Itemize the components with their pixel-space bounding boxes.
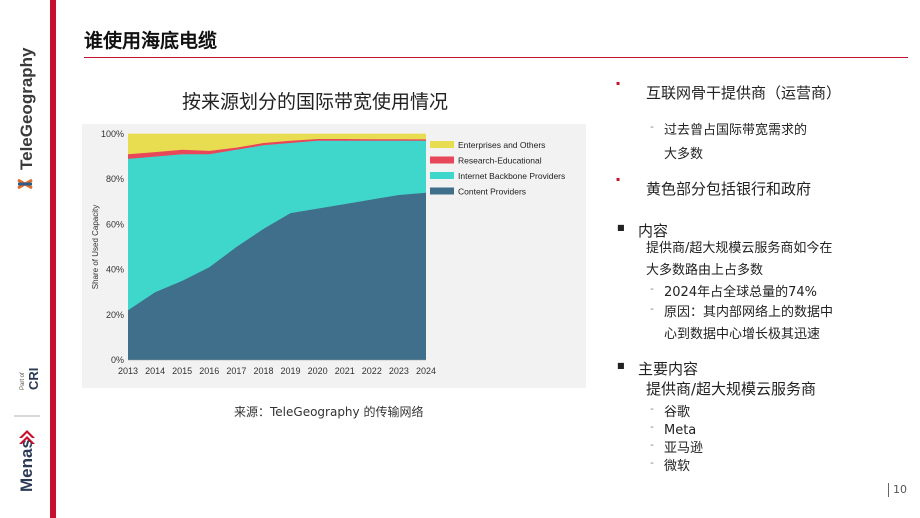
bullet-text: 提供商/超大规模云服务商如今在: [646, 241, 833, 256]
bullet-text: 大多数: [664, 147, 704, 162]
bullet-text: 大多数路由上占多数: [646, 263, 764, 278]
legend-label: Internet Backbone Providers: [458, 171, 565, 181]
bullet-red-marker: ▪: [616, 80, 621, 87]
bullet-text: 心到数据中心增长极其迅速: [664, 327, 821, 342]
bandwidth-area-chart: 0% 20% 40% 60% 80% 100% 2013 2014 2015 2016 2017 20…: [91, 129, 565, 376]
y-axis-label: Share of Used Capacity: [91, 205, 100, 290]
x-tick-label: 2024: [416, 366, 436, 376]
page-number: 10: [888, 483, 907, 497]
y-tick-label: 60%: [106, 219, 124, 229]
bullet-dash-marker: -: [650, 438, 654, 451]
telegeography-logo: TeleGeography: [17, 47, 36, 190]
bullet-text: 提供商/超大规模云服务商: [646, 380, 817, 398]
x-tick-label: 2019: [281, 366, 301, 376]
y-tick-label: 0%: [111, 355, 124, 365]
legend-label: Enterprises and Others: [458, 140, 545, 150]
page-title: 谁使用海底电缆: [84, 30, 218, 52]
x-tick-label: 2018: [253, 366, 273, 376]
bullet-text: 亚马逊: [664, 441, 704, 456]
x-tick-label: 2014: [145, 366, 165, 376]
legend-label: Research-Educational: [458, 156, 542, 166]
x-tick-label: 2016: [199, 366, 219, 376]
bullet-text: 过去曾占国际带宽需求的: [664, 123, 808, 138]
bullet-dash-marker: -: [650, 302, 654, 315]
x-tick-label: 2020: [308, 366, 328, 376]
area-series-2: [128, 139, 426, 159]
x-tick-label: 2023: [389, 366, 409, 376]
x-tick-label: 2017: [226, 366, 246, 376]
bullet-text: 黄色部分包括银行和政府: [646, 180, 812, 198]
bullet-text: 互联网骨干提供商（运营商）: [646, 84, 842, 102]
menas-logo-text: Menas: [17, 439, 36, 492]
bullet-dash-marker: -: [650, 402, 654, 415]
bullet-dash-marker: -: [650, 456, 654, 469]
x-tick-label: 2015: [172, 366, 192, 376]
bullet-square-marker: ■: [617, 223, 625, 232]
area-series-0: [128, 192, 426, 360]
bullet-text: 2024年占全球总量的74%: [664, 285, 817, 300]
legend-label: Content Providers: [458, 187, 526, 197]
x-tick-label: 2021: [335, 366, 355, 376]
x-tick-label: 2022: [362, 366, 382, 376]
bullet-text: 微软: [664, 459, 691, 474]
title-divider: [84, 57, 908, 58]
y-tick-label: 20%: [106, 310, 124, 320]
accent-bar: [50, 0, 56, 518]
chart-source: 来源：TeleGeography 的传输网络: [234, 405, 424, 419]
chart-title: 按来源划分的国际带宽使用情况: [182, 91, 449, 113]
menas-logo: Menas Part of CRI: [14, 368, 41, 492]
bullet-text: 谷歌: [664, 405, 691, 420]
telegeography-logo-text: TeleGeography: [17, 47, 36, 170]
cri-logo-text: CRI: [26, 368, 41, 390]
legend-swatch: [430, 172, 454, 179]
area-series-1: [128, 140, 426, 311]
bullet-square-marker: ■: [617, 361, 625, 370]
legend-swatch: [430, 141, 454, 148]
bullet-dash-marker: -: [650, 282, 654, 295]
chart-panel: 0% 20% 40% 60% 80% 100% 2013 2014 2015 2016 2017 20…: [82, 124, 586, 388]
telegeography-mark-icon: [17, 178, 33, 190]
brand-sidebar: TeleGeography Menas Part of CRI: [0, 0, 50, 518]
bullet-text: Meta: [664, 423, 697, 438]
bullet-text: 内容: [638, 222, 669, 240]
bullet-text: 主要内容: [638, 360, 699, 378]
bullet-text: 原因：其内部网络上的数据中: [664, 305, 834, 320]
bullet-dash-marker: -: [650, 120, 654, 133]
legend-swatch: [430, 156, 454, 164]
y-tick-label: 80%: [106, 174, 124, 184]
area-series-3: [128, 134, 426, 155]
menas-chevron-icon: [19, 430, 35, 444]
y-tick-label: 40%: [106, 265, 124, 275]
bullet-red-marker: ▪: [616, 176, 621, 183]
legend-swatch: [430, 187, 454, 195]
x-tick-label: 2013: [118, 366, 138, 376]
part-of-text: Part of: [20, 372, 26, 390]
bullet-dash-marker: -: [650, 420, 654, 433]
y-tick-label: 100%: [101, 129, 124, 139]
